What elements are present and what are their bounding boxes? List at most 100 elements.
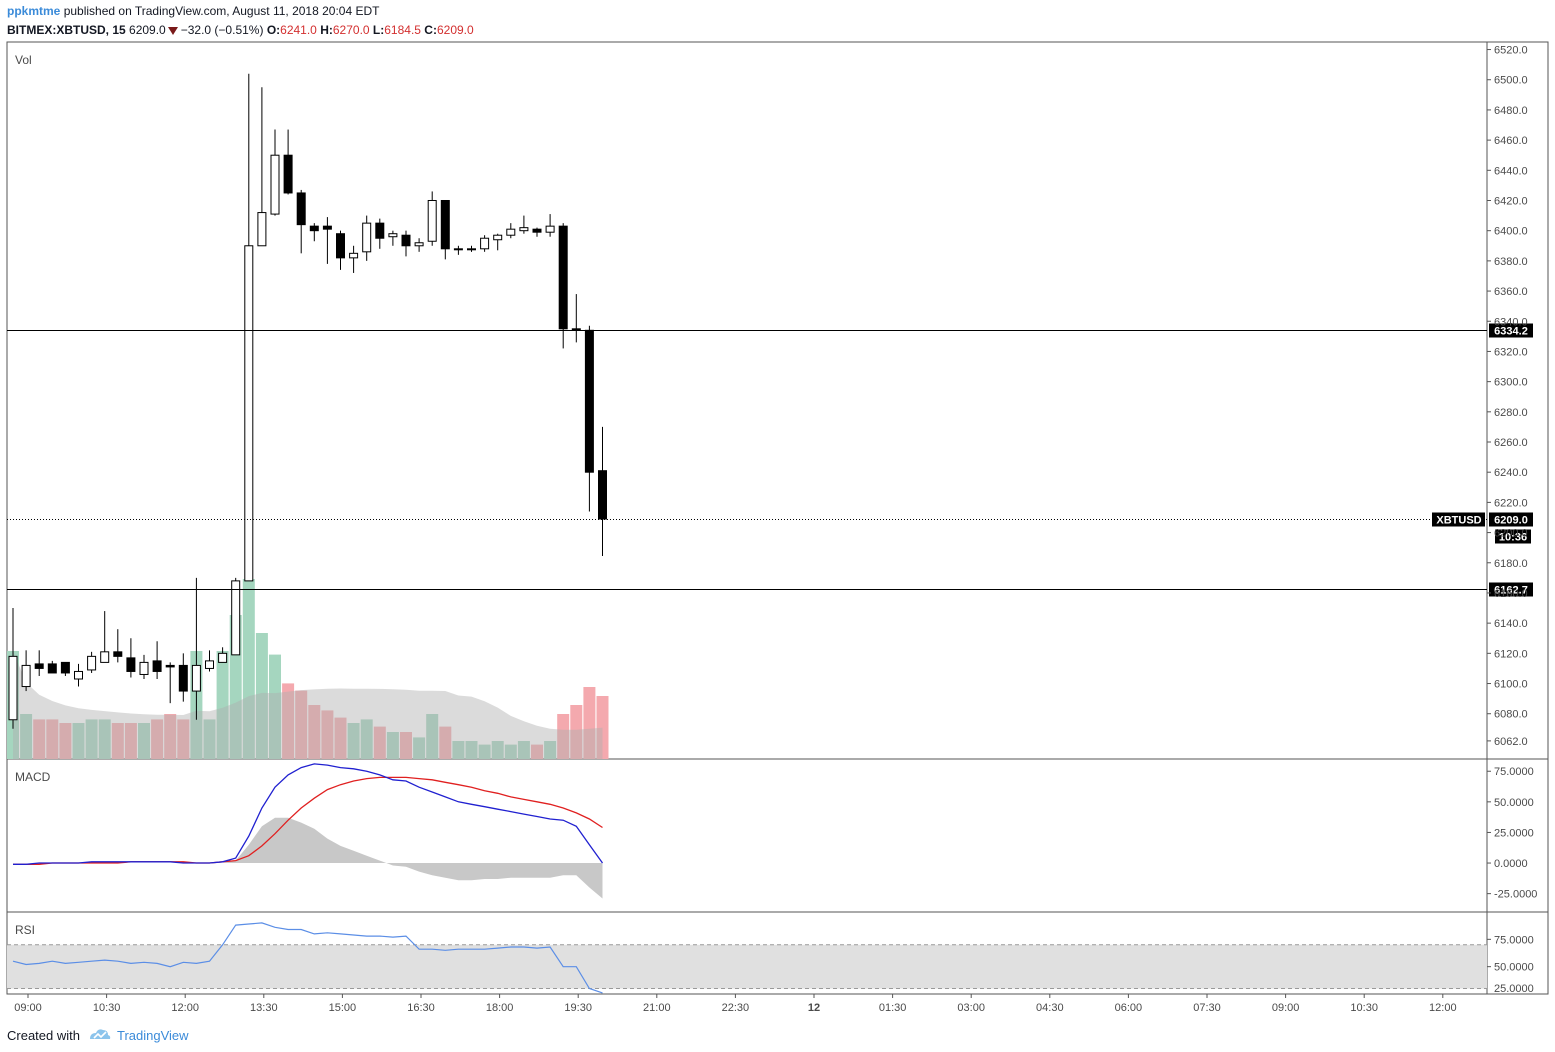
candle-body xyxy=(467,248,476,251)
time-tick-label: 04:30 xyxy=(1036,1002,1064,1014)
rsi-panel-title: RSI xyxy=(15,923,35,937)
candle-body xyxy=(165,664,175,668)
candle xyxy=(100,611,110,663)
chart-canvas[interactable]: 6334.2 6162.7 6209.0 XBTUSD 10:36 6520.0 6500… xyxy=(0,0,1555,1020)
candle-body xyxy=(34,663,44,669)
price-tick-label: 6120.0 xyxy=(1494,648,1528,660)
volume-bar xyxy=(426,714,439,759)
volume-bar xyxy=(557,714,570,759)
candle xyxy=(322,217,332,264)
price-tick-label: 6500.0 xyxy=(1494,75,1528,87)
price-tag xyxy=(1489,582,1533,597)
candle-body xyxy=(401,234,411,247)
time-tick-label: 03:00 xyxy=(957,1002,985,1014)
price-tick-label: 6520.0 xyxy=(1494,45,1528,57)
price-tag xyxy=(1489,323,1533,338)
candle xyxy=(453,245,463,255)
candle xyxy=(139,654,149,679)
chart-frame xyxy=(6,41,1549,995)
countdown-tag xyxy=(1495,529,1531,544)
volume-panel-title: Vol xyxy=(15,53,32,67)
rsi-layer xyxy=(7,922,1487,994)
candle xyxy=(270,129,280,216)
rsi-tick-label: 25.0000 xyxy=(1494,983,1534,995)
volume-bar xyxy=(59,723,72,759)
candle-body xyxy=(545,225,555,233)
volume-bar xyxy=(373,726,386,759)
volume-bar xyxy=(334,717,347,759)
candle-body xyxy=(100,651,110,663)
candle xyxy=(362,215,372,261)
candle xyxy=(309,223,319,242)
candle xyxy=(34,650,44,676)
candle xyxy=(388,230,398,246)
candle-body xyxy=(349,252,359,259)
candle-body xyxy=(493,234,503,241)
candle-body xyxy=(309,225,319,232)
volume-bar xyxy=(347,723,360,759)
high-value: 6270.0 xyxy=(332,23,370,37)
candle-body xyxy=(584,329,594,473)
volume-bar xyxy=(465,741,478,759)
price-tick-label: 6200.0 xyxy=(1494,528,1528,540)
chart-header: ppkmtme published on TradingView.com, Au… xyxy=(0,0,1555,42)
volume-bar xyxy=(85,719,98,759)
candle-body xyxy=(440,199,450,250)
price-tag-label: 6334.2 xyxy=(1494,326,1528,338)
candle-body xyxy=(152,660,162,672)
candle-body xyxy=(113,651,123,657)
author-link[interactable]: ppkmtme xyxy=(7,4,61,18)
candle-body xyxy=(506,228,516,236)
candle-body xyxy=(453,248,463,251)
candle-body xyxy=(60,661,70,674)
published-text: published on TradingView.com, August 11,… xyxy=(63,4,380,18)
tradingview-logo-icon[interactable] xyxy=(88,1027,112,1043)
symbol-name[interactable]: BITMEX:XBTUSD, 15 xyxy=(7,23,126,37)
volume-bar xyxy=(282,683,295,759)
candle-body xyxy=(47,663,57,674)
candle-body xyxy=(244,245,254,582)
candle-body xyxy=(532,228,542,233)
volume-bar xyxy=(98,719,111,759)
rsi-band xyxy=(7,944,1487,989)
volume-bar xyxy=(439,726,452,759)
candle xyxy=(283,129,293,195)
volume-bar xyxy=(360,719,373,759)
candle-body xyxy=(257,212,267,247)
volume-bar xyxy=(583,687,596,759)
volume-bar xyxy=(478,744,491,759)
candle-body xyxy=(74,670,83,680)
candle-body xyxy=(231,580,241,656)
volume-bar xyxy=(400,732,412,759)
volume-bar xyxy=(216,651,229,759)
price-tick-label: 6320.0 xyxy=(1494,346,1528,358)
publish-info: ppkmtme published on TradingView.com, Au… xyxy=(7,4,379,18)
candle xyxy=(257,87,267,247)
price-tick-label: 6080.0 xyxy=(1494,709,1528,721)
candle xyxy=(493,233,503,251)
candle xyxy=(126,638,136,678)
candle xyxy=(8,608,18,729)
tradingview-link[interactable]: TradingView xyxy=(117,1028,189,1043)
candle xyxy=(349,245,359,273)
price-tick-label: 6300.0 xyxy=(1494,377,1528,389)
time-tick-label: 07:30 xyxy=(1193,1002,1221,1014)
time-tick-label: 01:30 xyxy=(879,1002,907,1014)
candle-body xyxy=(480,237,490,250)
axis-layer: 6520.0 6500.0 6480.0 6460.0 6440.0 6420.0 6400… xyxy=(14,45,1537,1014)
price-tick-label: 6140.0 xyxy=(1494,618,1528,630)
candle-body xyxy=(322,225,332,230)
candle xyxy=(74,663,83,687)
candle-body xyxy=(283,154,293,194)
symbol-tag xyxy=(1432,512,1485,527)
volume-bar xyxy=(452,741,465,759)
symbol-tag-label: XBTUSD xyxy=(1436,515,1481,527)
volume-bar xyxy=(138,723,150,759)
candle xyxy=(427,191,437,246)
chart-border xyxy=(6,41,1549,995)
volume-bar xyxy=(596,696,609,759)
candle xyxy=(532,227,542,237)
price-tick-label: 6400.0 xyxy=(1494,226,1528,238)
volume-bar xyxy=(242,579,255,759)
price-tick-label: 6062.0 xyxy=(1494,736,1528,748)
